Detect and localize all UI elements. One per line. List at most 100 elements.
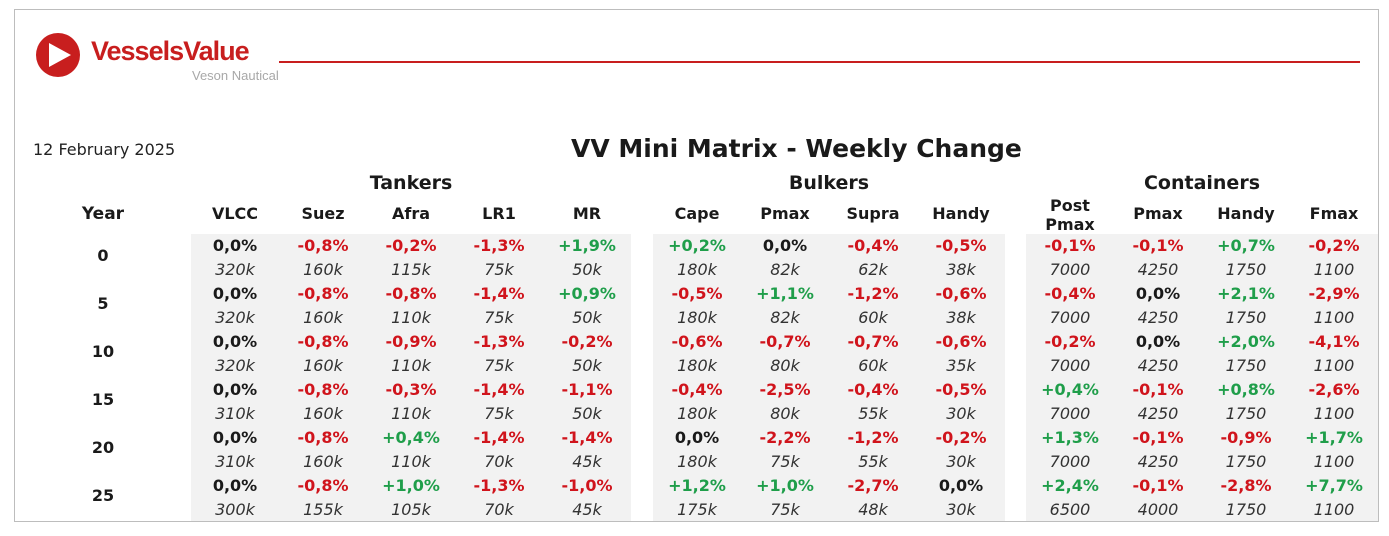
weekly-change-value: 0,0% xyxy=(674,428,720,447)
weekly-change-value: -0,9% xyxy=(385,332,437,351)
year-label: 0 xyxy=(97,246,109,265)
vessel-size-value: 320k xyxy=(215,356,255,375)
vessel-size-value: 4250 xyxy=(1137,404,1179,423)
vessel-size-value: 45k xyxy=(572,500,602,519)
vessel-size-value: 7000 xyxy=(1049,308,1091,327)
weekly-change-value: +7,7% xyxy=(1305,476,1363,495)
matrix-cell: -0,2% 7000 xyxy=(1026,330,1114,378)
vessel-size-value: 180k xyxy=(677,260,717,279)
matrix-cell: +0,9% 50k xyxy=(543,282,631,330)
report-frame: VesselsValue Veson Nautical 12 February … xyxy=(14,9,1379,522)
matrix-cell: +0,8% 1750 xyxy=(1202,378,1290,426)
matrix-cell: -0,1% 7000 xyxy=(1026,234,1114,282)
vessel-size-value: 110k xyxy=(391,356,431,375)
vessel-size-value: 310k xyxy=(215,404,255,423)
matrix-cell: -0,7% 60k xyxy=(829,330,917,378)
matrix-cell: -1,3% 75k xyxy=(455,330,543,378)
vessel-size-value: 155k xyxy=(303,500,343,519)
weekly-change-value: +0,8% xyxy=(1217,380,1275,399)
group-title-tankers: Tankers xyxy=(369,172,453,194)
weekly-change-value: -2,2% xyxy=(759,428,811,447)
year-column-header: Year xyxy=(81,204,125,224)
matrix-cell: 0,0% 320k xyxy=(191,282,279,330)
matrix-cell: -0,5% 30k xyxy=(917,378,1005,426)
matrix-cell: -1,4% 75k xyxy=(455,378,543,426)
weekly-change-value: -0,3% xyxy=(385,380,437,399)
vessel-size-value: 75k xyxy=(770,500,800,519)
matrix-cell: +2,0% 1750 xyxy=(1202,330,1290,378)
weekly-change-value: +0,4% xyxy=(382,428,440,447)
year-label: 15 xyxy=(91,390,115,409)
weekly-change-value: -0,6% xyxy=(671,332,723,351)
matrix-cell: +1,0% 75k xyxy=(741,474,829,521)
weekly-change-value: -0,5% xyxy=(935,236,987,255)
weekly-change-value: +1,9% xyxy=(558,236,616,255)
vessel-size-value: 6500 xyxy=(1049,500,1091,519)
vessel-size-value: 110k xyxy=(391,404,431,423)
weekly-change-value: -2,9% xyxy=(1308,284,1360,303)
weekly-change-value: +2,1% xyxy=(1217,284,1275,303)
weekly-change-value: +2,0% xyxy=(1217,332,1275,351)
year-label: 25 xyxy=(91,486,115,505)
vessel-size-value: 1750 xyxy=(1225,260,1267,279)
matrix-cell: -1,2% 60k xyxy=(829,282,917,330)
weekly-change-value: -0,1% xyxy=(1132,476,1184,495)
vessel-size-value: 82k xyxy=(770,260,800,279)
matrix-cell: -0,2% 30k xyxy=(917,426,1005,474)
weekly-change-value: -1,1% xyxy=(561,380,613,399)
vessel-size-value: 7000 xyxy=(1049,452,1091,471)
group-title-bulkers: Bulkers xyxy=(788,172,870,194)
weekly-change-value: -1,4% xyxy=(473,380,525,399)
column-header-containers-handy: Handy xyxy=(1217,204,1275,223)
vessel-size-value: 48k xyxy=(858,500,888,519)
tankers-group-background xyxy=(191,234,631,521)
weekly-change-value: -1,2% xyxy=(847,428,899,447)
weekly-change-value: +0,9% xyxy=(558,284,616,303)
weekly-change-value: +1,7% xyxy=(1305,428,1363,447)
vessel-size-value: 1100 xyxy=(1313,452,1355,471)
vessel-size-value: 60k xyxy=(858,308,888,327)
weekly-change-value: -0,5% xyxy=(935,380,987,399)
vessel-size-value: 35k xyxy=(946,356,976,375)
weekly-change-value: -0,4% xyxy=(847,380,899,399)
vessel-size-value: 75k xyxy=(484,404,514,423)
matrix-cell: 0,0% 320k xyxy=(191,234,279,282)
weekly-change-value: 0,0% xyxy=(212,476,258,495)
vessel-size-value: 7000 xyxy=(1049,356,1091,375)
matrix-cell: -0,4% 62k xyxy=(829,234,917,282)
matrix-cell: -0,4% 7000 xyxy=(1026,282,1114,330)
matrix-cell: -0,6% 35k xyxy=(917,330,1005,378)
vessel-size-value: 75k xyxy=(484,356,514,375)
matrix-cell: 0,0% 4250 xyxy=(1114,330,1202,378)
matrix-cell: 0,0% 180k xyxy=(653,426,741,474)
matrix-cell: 0,0% 4250 xyxy=(1114,282,1202,330)
weekly-change-value: -1,4% xyxy=(473,428,525,447)
vessel-size-value: 50k xyxy=(572,260,602,279)
vessel-size-value: 4250 xyxy=(1137,452,1179,471)
matrix-cell: -1,4% 45k xyxy=(543,426,631,474)
matrix-cell: +0,2% 180k xyxy=(653,234,741,282)
matrix-cell: -0,6% 38k xyxy=(917,282,1005,330)
matrix-cell: 0,0% 320k xyxy=(191,330,279,378)
vessel-size-value: 45k xyxy=(572,452,602,471)
weekly-change-value: -0,8% xyxy=(297,284,349,303)
weekly-change-value: -0,1% xyxy=(1044,236,1096,255)
containers-group-background xyxy=(1026,234,1378,521)
brand-name: VesselsValue xyxy=(91,36,250,66)
matrix-cell: -1,4% 75k xyxy=(455,282,543,330)
weekly-change-value: -0,1% xyxy=(1132,428,1184,447)
matrix-cell: -1,0% 45k xyxy=(543,474,631,521)
weekly-change-value: -0,6% xyxy=(935,284,987,303)
column-header-bulkers-handy: Handy xyxy=(932,204,990,223)
matrix-cell: -0,9% 1750 xyxy=(1202,426,1290,474)
weekly-change-value: +2,4% xyxy=(1041,476,1099,495)
vessel-size-value: 160k xyxy=(303,452,343,471)
vessel-size-value: 1100 xyxy=(1313,356,1355,375)
matrix-cell: -2,5% 80k xyxy=(741,378,829,426)
vessel-size-value: 50k xyxy=(572,356,602,375)
vessel-size-value: 160k xyxy=(303,404,343,423)
weekly-change-value: -2,7% xyxy=(847,476,899,495)
matrix-cell: +2,4% 6500 xyxy=(1026,474,1114,521)
weekly-change-value: -4,1% xyxy=(1308,332,1360,351)
vessel-size-value: 1100 xyxy=(1313,308,1355,327)
